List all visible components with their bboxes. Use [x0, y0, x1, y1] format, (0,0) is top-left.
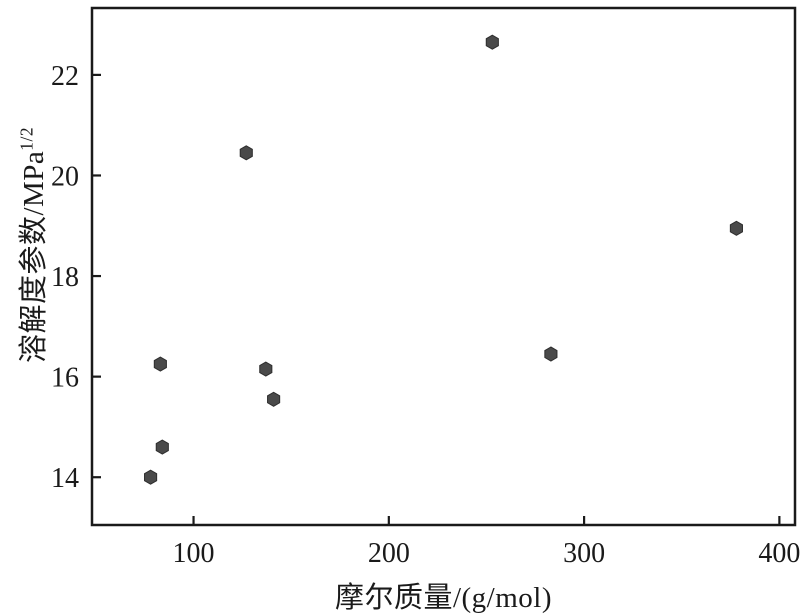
data-point [153, 356, 167, 372]
x-tick-label: 300 [563, 538, 605, 569]
data-point [155, 439, 169, 455]
data-point [485, 34, 499, 50]
y-tick-label: 20 [51, 161, 79, 192]
x-tick-label: 200 [368, 538, 410, 569]
y-axis-title: 溶解度参数/MPa1/2 [10, 127, 52, 363]
y-axis-title-text: 溶解度参数/MPa [18, 150, 50, 364]
data-point [144, 469, 158, 485]
x-axis-title: 摩尔质量/(g/mol) [334, 582, 553, 614]
data-point [239, 145, 253, 161]
y-tick-label: 22 [51, 61, 79, 92]
y-tick-label: 18 [51, 262, 79, 293]
y-tick-label: 16 [51, 363, 79, 394]
data-point [267, 391, 281, 407]
data-point [729, 220, 743, 236]
y-axis-title-superscript: 1/2 [16, 126, 37, 151]
plot-frame [90, 6, 797, 527]
y-tick-label: 14 [51, 463, 79, 494]
x-tick-label: 400 [758, 538, 800, 569]
data-point [544, 346, 558, 362]
x-tick-label: 100 [173, 538, 215, 569]
data-point [259, 361, 273, 377]
